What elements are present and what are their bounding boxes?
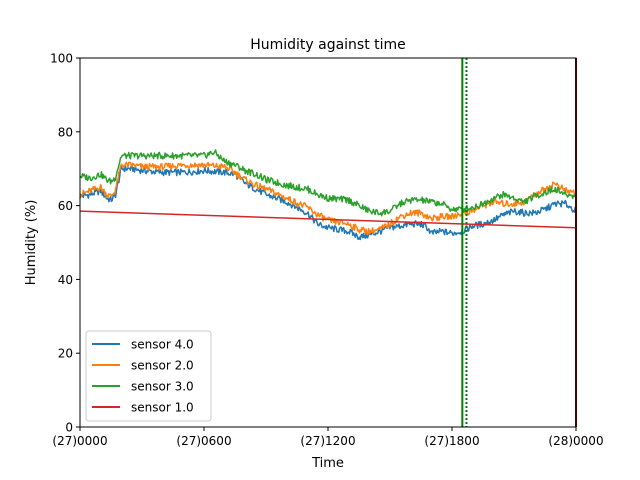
legend-label: sensor 2.0: [131, 359, 194, 373]
series-line-sensor-3-0: [79, 149, 577, 217]
y-tick-label: 40: [58, 273, 73, 287]
x-tick-label: (27)1800: [424, 434, 479, 448]
y-tick-label: 20: [58, 347, 73, 361]
y-tick-label: 0: [65, 421, 73, 435]
legend-items: sensor 4.0 sensor 2.0 sensor 3.0 sensor 1.0: [92, 338, 194, 415]
series-line-sensor-1-0: [79, 210, 577, 229]
legend-label: sensor 3.0: [131, 380, 194, 394]
series-line-sensor-4-0: [79, 165, 577, 241]
x-tick-label: (27)0600: [176, 434, 231, 448]
x-tick-label: (27)1200: [300, 434, 355, 448]
chart-title: Humidity against time: [250, 37, 406, 53]
y-tick-label: 100: [50, 52, 73, 66]
legend: sensor 4.0 sensor 2.0 sensor 3.0 sensor 1.0: [85, 330, 212, 422]
y-tick-label: 60: [58, 199, 73, 213]
legend-label: sensor 1.0: [131, 401, 194, 415]
y-tick-label: 80: [58, 125, 73, 139]
x-tick-label: (27)0000: [52, 434, 107, 448]
x-tick-label: (28)0000: [548, 434, 603, 448]
y-axis-label: Humidity (%): [24, 200, 39, 286]
x-axis-label: Time: [311, 456, 344, 471]
series-layer: [79, 149, 577, 241]
legend-label: sensor 4.0: [131, 338, 194, 352]
y-axis-ticks: 0 20 40 60 80 100: [50, 52, 80, 435]
series-line-sensor-2-0: [79, 161, 577, 236]
x-axis-ticks: (27)0000 (27)0600 (27)1200 (27)1800 (28)0000: [52, 427, 604, 448]
legend-box: [85, 330, 212, 422]
